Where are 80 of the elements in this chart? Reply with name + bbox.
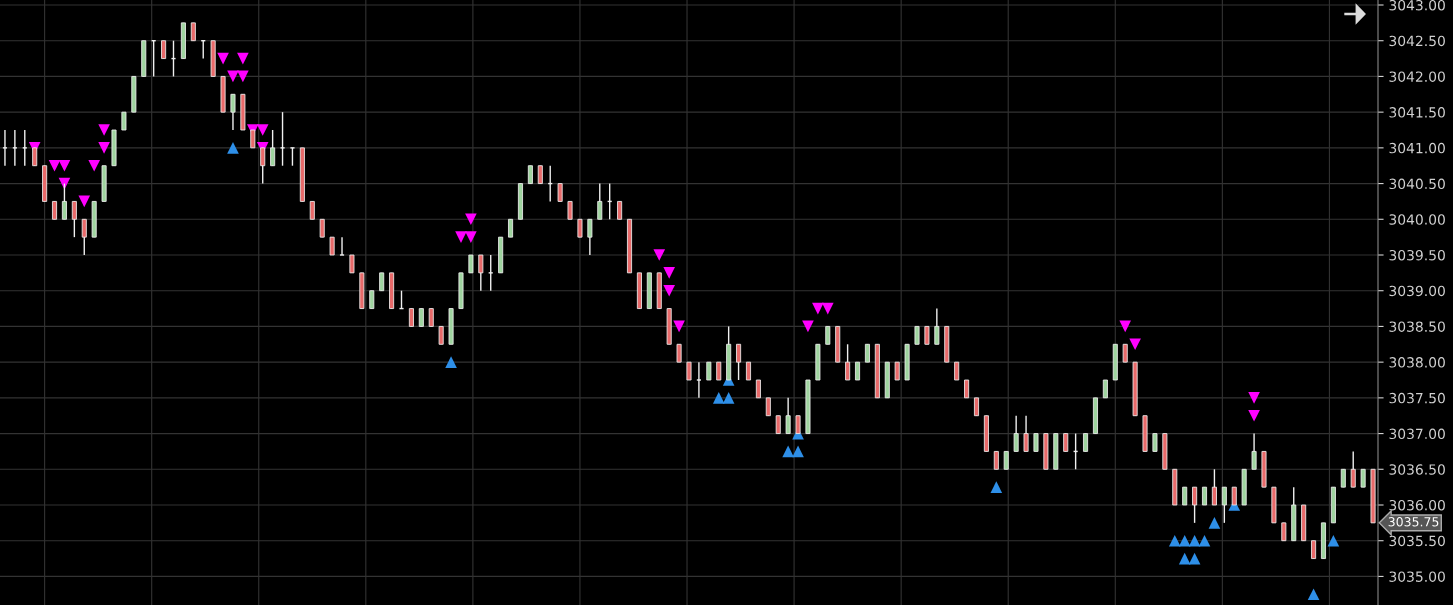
candlestick — [81, 218, 87, 256]
candlestick — [587, 218, 593, 256]
y-tick-label: 3038.50 — [1389, 321, 1445, 332]
candlestick — [1023, 415, 1029, 453]
y-tick-label: 3042.50 — [1389, 35, 1445, 47]
candlestick — [230, 93, 236, 131]
y-tick-label: 3037.00 — [1389, 428, 1445, 440]
point — [1178, 534, 1191, 547]
y-tick-label: 3035.00 — [1389, 571, 1445, 582]
point — [455, 231, 467, 243]
point — [821, 302, 834, 315]
point — [58, 159, 71, 172]
point — [256, 124, 269, 136]
candlestick — [279, 111, 286, 167]
candlestick — [478, 254, 484, 292]
point — [237, 52, 249, 65]
point — [990, 481, 1003, 493]
y-tick-label: 3042.00 — [1389, 71, 1445, 82]
point — [1248, 409, 1260, 422]
point — [782, 445, 794, 458]
point — [445, 356, 457, 368]
point — [1198, 534, 1211, 547]
y-tick-label: 3035.50 — [1389, 535, 1445, 547]
candlestick — [487, 254, 494, 292]
candlestick — [1251, 432, 1257, 470]
candlestick — [339, 236, 345, 256]
candlestick — [61, 182, 67, 220]
point — [98, 124, 110, 136]
point — [812, 302, 824, 315]
candlestick — [1350, 450, 1356, 488]
point — [1248, 392, 1260, 404]
point — [227, 142, 239, 154]
point — [1129, 338, 1141, 351]
point — [1307, 588, 1320, 601]
point — [48, 159, 61, 172]
y-tick-label: 3041.50 — [1389, 107, 1445, 118]
point — [722, 392, 735, 404]
candlestick — [1221, 486, 1227, 524]
point — [1188, 534, 1201, 547]
y-tick-label: 3036.00 — [1389, 499, 1445, 511]
candlestick — [1211, 468, 1217, 506]
y-tick-label: 3043.00 — [1389, 0, 1445, 11]
candlestick — [785, 397, 791, 435]
candlestick — [260, 147, 266, 185]
point — [98, 142, 110, 154]
candlestick — [696, 361, 702, 399]
candlestick — [270, 129, 276, 167]
point — [1178, 552, 1191, 565]
point — [663, 284, 675, 297]
y-tick-label: 3036.50 — [1389, 464, 1445, 475]
candlestick — [1192, 486, 1198, 524]
candlestick — [22, 129, 28, 167]
point — [88, 159, 100, 172]
point — [653, 249, 666, 261]
y-tick-label: 3039.50 — [1389, 249, 1445, 261]
point — [1168, 534, 1181, 547]
y-tick-label: 3037.50 — [1389, 392, 1445, 404]
point — [465, 231, 477, 243]
y-tick-label: 3039.00 — [1389, 285, 1445, 297]
candlestick — [2, 129, 8, 167]
candlestick — [597, 182, 603, 220]
candlestick — [1013, 415, 1019, 453]
y-tick-label: 3040.00 — [1389, 214, 1445, 225]
point — [1208, 517, 1221, 529]
candlestick — [71, 200, 77, 238]
candlestick — [934, 307, 940, 345]
y-tick-label: 3041.00 — [1389, 142, 1445, 154]
y-tick-label: 3040.50 — [1389, 178, 1445, 190]
point — [663, 267, 675, 279]
point — [1188, 552, 1201, 565]
y-tick-label: 3038.00 — [1389, 357, 1445, 368]
point — [712, 392, 725, 404]
candlestick — [736, 343, 742, 381]
point — [1327, 534, 1340, 547]
candlestick — [12, 129, 18, 167]
candlestick — [845, 343, 851, 381]
point — [78, 195, 91, 208]
point — [465, 213, 477, 226]
point — [1119, 320, 1132, 333]
text: 3035.75 — [1388, 517, 1439, 527]
